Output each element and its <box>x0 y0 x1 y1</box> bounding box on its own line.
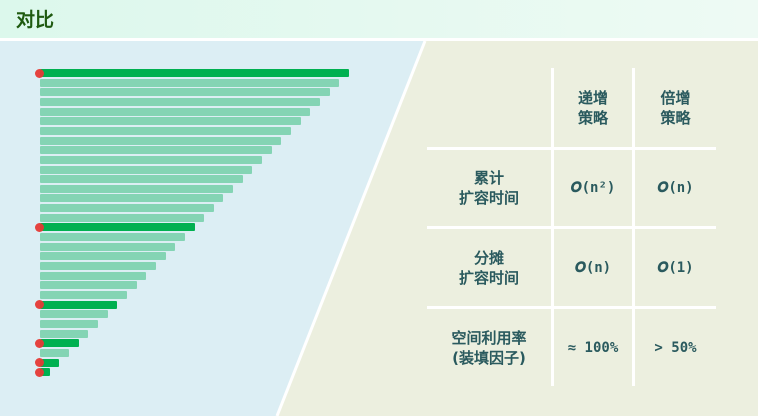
capacity-bar <box>40 136 282 145</box>
capacity-bar <box>40 204 214 213</box>
capacity-bar <box>40 146 272 155</box>
expansion-marker <box>35 68 44 78</box>
capacity-bar-expansion <box>40 368 50 377</box>
capacity-bar <box>40 348 69 357</box>
expansion-marker <box>35 222 44 232</box>
capacity-bar-expansion <box>40 69 349 77</box>
table-cell: 𝑶(n²) <box>570 180 616 196</box>
table-cell: ≈ 100% <box>567 339 619 356</box>
expansion-marker <box>35 300 44 310</box>
column-header: 递增 策略 <box>577 88 608 127</box>
capacity-bar <box>40 271 147 280</box>
capacity-bar <box>40 184 234 193</box>
table-cell: 𝑶(1) <box>657 259 694 276</box>
table-cell: 𝑶(n) <box>574 259 612 276</box>
capacity-bar-expansion <box>40 300 118 309</box>
expansion-marker <box>35 338 44 348</box>
divider <box>0 38 758 41</box>
capacity-bar <box>40 97 321 106</box>
capacity-bar <box>40 155 263 164</box>
capacity-bar <box>40 175 243 184</box>
row-label: 分摊 扩容时间 <box>458 248 519 287</box>
row-label: 空间利用率 (装填因子) <box>451 328 527 367</box>
row-label: 累计 扩容时间 <box>458 169 519 207</box>
page-title: 对比 <box>16 9 55 31</box>
capacity-bar <box>40 281 137 290</box>
capacity-bar-expansion <box>40 223 195 232</box>
table-hline <box>427 306 716 309</box>
capacity-bar <box>40 242 176 251</box>
capacity-bar-expansion <box>40 339 79 348</box>
capacity-bar <box>40 165 253 174</box>
capacity-bar <box>40 252 166 261</box>
table-hline <box>427 226 716 229</box>
capacity-bar <box>40 310 108 319</box>
column-header: 倍增 策略 <box>660 88 691 127</box>
table-cell: 𝑶(n) <box>657 180 694 196</box>
capacity-bar <box>40 290 127 299</box>
expansion-marker <box>35 358 44 367</box>
capacity-bar <box>40 194 224 203</box>
capacity-bar <box>40 107 311 116</box>
header: 对比 <box>0 0 758 38</box>
capacity-bar <box>40 213 205 222</box>
capacity-bar <box>40 233 185 242</box>
capacity-bar <box>40 117 301 126</box>
expansion-marker <box>35 367 44 377</box>
capacity-bar <box>40 262 156 270</box>
capacity-bar <box>40 329 89 338</box>
capacity-bar <box>40 126 292 135</box>
table-cell: > 50% <box>654 339 697 356</box>
capacity-bar <box>40 78 340 87</box>
capacity-bar <box>40 88 330 97</box>
capacity-bar-expansion <box>40 358 60 367</box>
capacity-bar <box>40 319 98 328</box>
table-hline <box>427 147 716 150</box>
